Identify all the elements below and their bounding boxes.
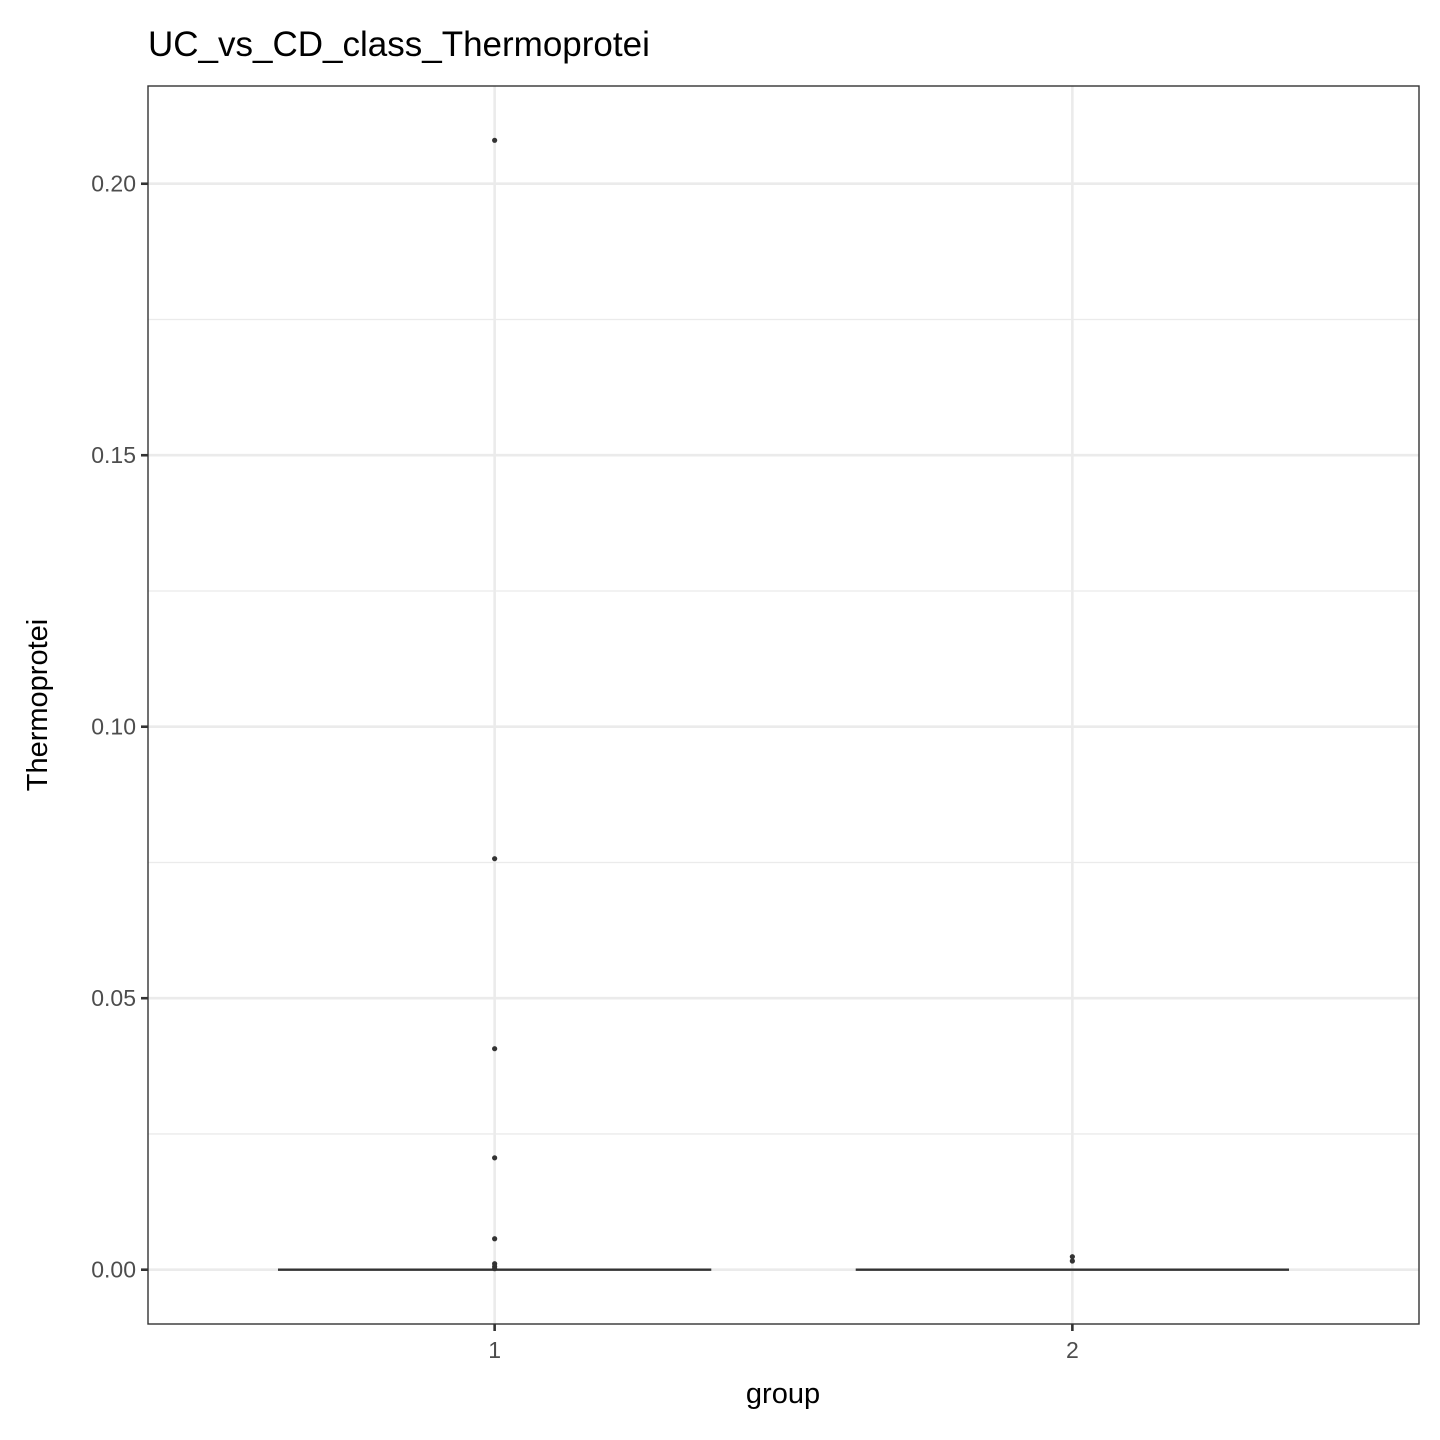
outlier-point — [492, 1236, 498, 1242]
panel-border — [147, 85, 1420, 1325]
chart-title: UC_vs_CD_class_Thermoprotei — [148, 25, 650, 64]
minor-gridlines — [148, 318, 1419, 1135]
y-axis-title: Thermoprotei — [22, 619, 54, 791]
y-tick-label: 0.20 — [91, 171, 136, 197]
y-tick-label: 0.15 — [91, 442, 136, 468]
x-tick-label: 1 — [488, 1337, 501, 1363]
x-axis-title: group — [746, 1378, 820, 1410]
outlier-point — [492, 1155, 498, 1161]
plot-panel — [147, 85, 1420, 1325]
outlier-point — [1069, 1258, 1075, 1264]
outlier-point — [492, 1266, 498, 1272]
major-gridlines — [148, 86, 1419, 1324]
outlier-point — [1069, 1254, 1075, 1260]
outlier-point — [492, 137, 498, 143]
boxplot-group-1 — [277, 137, 712, 1272]
boxplots — [277, 137, 1290, 1272]
y-tick-label: 0.10 — [91, 714, 136, 740]
y-axis: 0.00 0.05 0.10 0.15 0.20 — [91, 171, 148, 1283]
y-tick-label: 0.00 — [91, 1257, 136, 1283]
boxplot-group-2 — [855, 1254, 1290, 1271]
y-tick-label: 0.05 — [91, 985, 136, 1011]
outlier-point — [492, 1046, 498, 1052]
x-tick-label: 2 — [1066, 1337, 1079, 1363]
outlier-point — [492, 856, 498, 862]
